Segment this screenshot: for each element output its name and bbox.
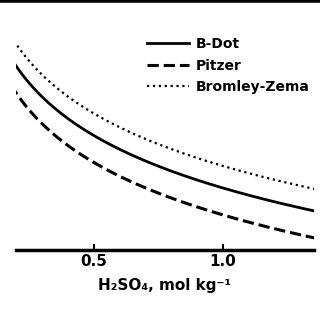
Pitzer — [110, 171, 114, 174]
Bromley-Zema — [9, 34, 13, 38]
Bromley-Zema — [46, 79, 50, 83]
Pitzer — [9, 83, 13, 87]
Bromley-Zema — [110, 122, 114, 125]
B-Dot — [9, 56, 13, 60]
B-Dot — [204, 181, 208, 185]
Line: Pitzer: Pitzer — [11, 85, 320, 239]
Bromley-Zema — [204, 159, 208, 163]
Pitzer — [235, 217, 238, 221]
Line: B-Dot: B-Dot — [11, 58, 320, 212]
X-axis label: H₂SO₄, mol kg⁻¹: H₂SO₄, mol kg⁻¹ — [98, 278, 231, 293]
Pitzer — [319, 237, 320, 241]
Bromley-Zema — [132, 132, 136, 136]
B-Dot — [46, 100, 50, 104]
Pitzer — [46, 128, 50, 132]
B-Dot — [233, 189, 237, 193]
Pitzer — [233, 216, 237, 220]
Bromley-Zema — [319, 188, 320, 192]
B-Dot — [110, 144, 114, 148]
Bromley-Zema — [235, 168, 238, 172]
B-Dot — [132, 154, 136, 158]
Pitzer — [204, 208, 208, 212]
Line: Bromley-Zema: Bromley-Zema — [11, 36, 320, 190]
Pitzer — [132, 181, 136, 185]
B-Dot — [319, 211, 320, 214]
Bromley-Zema — [233, 167, 237, 171]
B-Dot — [235, 190, 238, 194]
Legend: B-Dot, Pitzer, Bromley-Zema: B-Dot, Pitzer, Bromley-Zema — [147, 37, 310, 94]
